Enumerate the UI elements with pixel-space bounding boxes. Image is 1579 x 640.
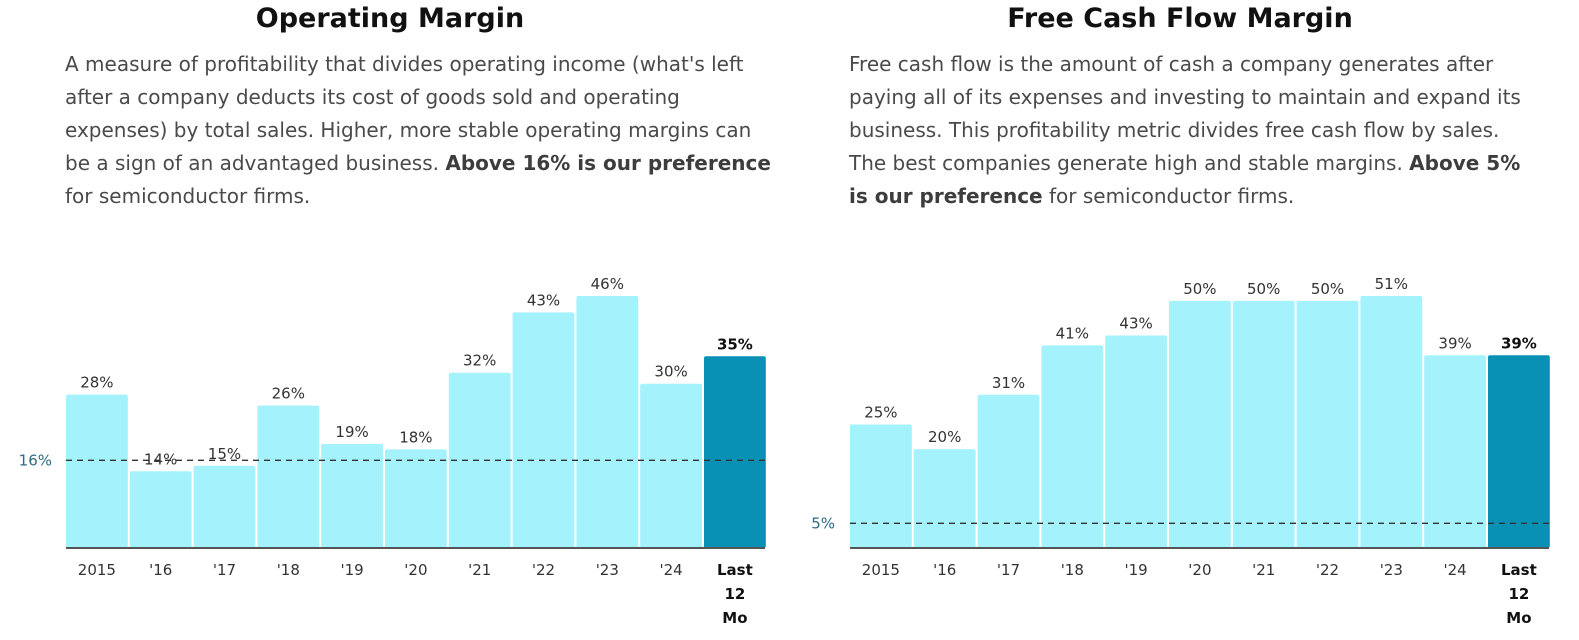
operating-margin-tick-label-5: '20 [404,561,427,579]
operating-margin-tick-label-7: '22 [532,561,555,579]
free-cash-flow-margin-preference: Above 5% is our preference [849,151,1521,208]
operating-margin-tick-label-10: Last 12 Mo [717,561,753,627]
operating-margin-bar-6 [448,372,511,548]
operating-margin-chart: 28% 2015 14% '16 15% '17 26% '18 19% '19 18% '20 32%… [19,275,766,627]
free-cash-flow-margin-value-label-10: 39% [1501,334,1537,352]
free-cash-flow-margin-description-text: Free cash flow is the amount of cash a c… [849,52,1521,175]
free-cash-flow-margin-tick-label-10: Last 12 Mo [1501,561,1537,627]
operating-margin-tick-label-1: '16 [149,561,172,579]
free-cash-flow-margin-bar-4 [1105,335,1167,548]
operating-margin-bar-2 [193,465,256,548]
free-cash-flow-margin-value-label-7: 50% [1311,280,1344,298]
free-cash-flow-margin-bar-0 [850,424,912,548]
operating-margin-tick-label-2: '17 [213,561,236,579]
free-cash-flow-margin-value-label-3: 41% [1056,324,1089,342]
free-cash-flow-margin-bar-1 [913,449,976,548]
free-cash-flow-margin-value-label-9: 39% [1438,334,1471,352]
free-cash-flow-margin-tick-label-6: '21 [1252,561,1275,579]
free-cash-flow-margin-tick-label-5: '20 [1188,561,1211,579]
operating-margin-tick-label-6: '21 [468,561,491,579]
free-cash-flow-margin-value-label-6: 50% [1247,280,1280,298]
operating-margin-title: Operating Margin [255,3,525,34]
free-cash-flow-margin-value-label-4: 43% [1119,315,1152,333]
operating-margin-tick-label-9: '24 [659,561,682,579]
free-cash-flow-margin-tick-label-1: '16 [933,561,956,579]
free-cash-flow-margin-bar-2 [977,394,1040,548]
free-cash-flow-margin-panel: Free Cash Flow Margin Free cash flow is … [790,0,1570,640]
free-cash-flow-margin-tick-label-3: '18 [1061,561,1084,579]
operating-margin-bar-0 [66,394,128,548]
free-cash-flow-margin-bar-7 [1296,300,1359,548]
free-cash-flow-margin-bar-3 [1041,345,1104,548]
operating-margin-bar-1 [129,471,192,548]
free-cash-flow-margin-bar-10 [1488,355,1550,548]
free-cash-flow-margin-bar-9 [1424,355,1486,548]
free-cash-flow-margin-value-label-5: 50% [1183,280,1216,298]
operating-margin-value-label-4: 19% [335,423,368,441]
free-cash-flow-margin-tick-label-9: '24 [1443,561,1466,579]
free-cash-flow-margin-bar-5 [1169,300,1231,548]
operating-margin-bar-5 [385,449,447,548]
free-cash-flow-margin-value-label-0: 25% [864,404,897,422]
free-cash-flow-margin-tick-label-2: '17 [997,561,1020,579]
free-cash-flow-margin-description-end: for semiconductor firms. [1042,184,1295,208]
free-cash-flow-margin-title: Free Cash Flow Margin [1007,3,1353,34]
free-cash-flow-margin-description: Free cash flow is the amount of cash a c… [849,48,1539,213]
operating-margin-bar-8 [576,296,639,548]
operating-margin-value-label-7: 43% [527,291,560,309]
operating-margin-bar-4 [321,443,383,548]
free-cash-flow-margin-value-label-2: 31% [992,374,1025,392]
operating-margin-bar-10 [704,356,766,548]
free-cash-flow-margin-reference-label: 5% [811,514,835,532]
operating-margin-value-label-10: 35% [717,335,753,353]
free-cash-flow-margin-chart: 25% 2015 20% '16 31% '17 41% '18 43% '19 50% '20 50%… [811,275,1550,627]
operating-margin-value-label-0: 28% [80,374,113,392]
operating-margin-tick-label-3: '18 [277,561,300,579]
free-cash-flow-margin-tick-label-0: 2015 [862,561,900,579]
operating-margin-value-label-6: 32% [463,352,496,370]
operating-margin-bar-3 [257,405,320,548]
operating-margin-reference-label: 16% [19,451,52,469]
operating-margin-bar-7 [512,312,575,548]
free-cash-flow-margin-tick-label-7: '22 [1316,561,1339,579]
operating-margin-tick-label-0: 2015 [78,561,116,579]
free-cash-flow-margin-tick-label-4: '19 [1124,561,1147,579]
operating-margin-tick-label-8: '23 [596,561,619,579]
operating-margin-value-label-2: 15% [208,445,241,463]
free-cash-flow-margin-bar-8 [1360,296,1423,548]
operating-margin-value-label-5: 18% [399,428,432,446]
operating-margin-panel: Operating Margin A measure of profitabil… [0,0,780,640]
operating-margin-description: A measure of profitability that divides … [65,48,775,213]
operating-margin-description-end: for semiconductor firms. [65,184,311,208]
operating-margin-bar-9 [640,383,702,548]
operating-margin-value-label-8: 46% [591,275,624,293]
free-cash-flow-margin-tick-label-8: '23 [1380,561,1403,579]
operating-margin-value-label-3: 26% [272,385,305,403]
free-cash-flow-margin-value-label-1: 20% [928,428,961,446]
operating-margin-value-label-9: 30% [654,363,687,381]
free-cash-flow-margin-value-label-8: 51% [1375,275,1408,293]
operating-margin-preference: Above 16% is our preference [445,151,771,175]
operating-margin-description-text: A measure of profitability that divides … [65,52,752,175]
free-cash-flow-margin-bar-6 [1232,300,1295,548]
operating-margin-value-label-1: 14% [144,450,177,468]
operating-margin-tick-label-4: '19 [340,561,363,579]
